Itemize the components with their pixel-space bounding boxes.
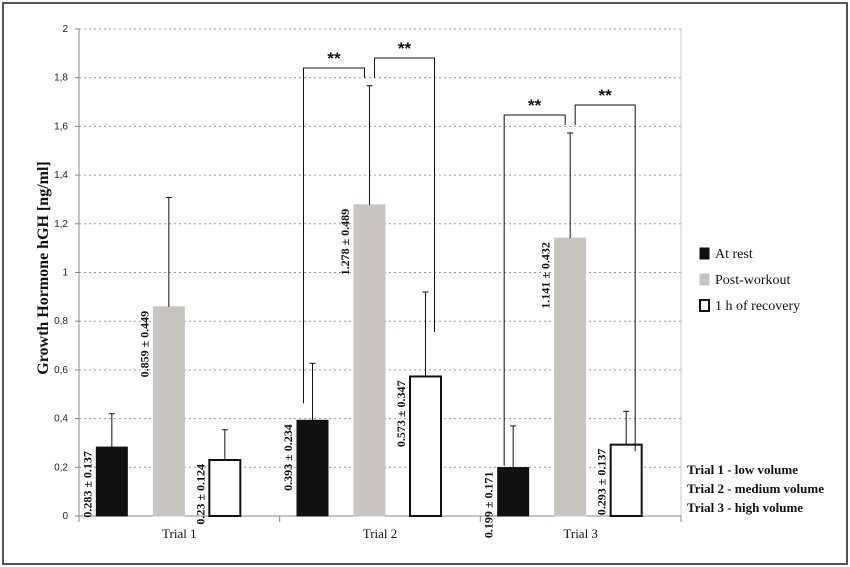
data-label: 0.199 ± 0.171 <box>482 472 496 539</box>
bar <box>152 306 185 517</box>
y-tick-label: 1,2 <box>54 219 68 230</box>
bar <box>609 443 643 518</box>
legend-swatch <box>699 247 710 260</box>
significance-label: ** <box>528 96 542 115</box>
y-tick-label: 1,8 <box>54 73 68 84</box>
bar <box>409 375 442 517</box>
bar <box>353 204 386 517</box>
y-tick-label: 0 <box>62 511 68 522</box>
bar <box>497 467 530 517</box>
trial-note: Trial 1 - low volume <box>687 462 798 477</box>
x-tick-label: Trial 3 <box>563 526 598 541</box>
significance-bracket <box>574 104 636 452</box>
bar <box>554 237 587 517</box>
significance-label: ** <box>327 49 341 68</box>
y-tick-label: 0,4 <box>54 414 68 425</box>
y-tick-label: 2 <box>62 24 68 35</box>
significance-brackets: ** ** ** ** <box>303 39 636 466</box>
legend-label: Post-workout <box>715 273 791 288</box>
y-axis-label: Growth Hormone hGH [ng/ml] <box>35 161 52 374</box>
bar <box>208 458 242 517</box>
x-tick-label: Trial 1 <box>162 526 197 541</box>
data-label: 0.573 ± 0.347 <box>394 380 408 447</box>
legend-label: 1 h of recovery <box>715 299 800 314</box>
significance-bracket <box>503 114 566 466</box>
data-label: 1.278 ± 0.489 <box>338 209 352 276</box>
error-bars <box>108 85 630 468</box>
y-tick-label: 0,8 <box>54 316 68 327</box>
significance-bracket <box>374 57 435 332</box>
y-tick-label: 0,2 <box>54 462 68 473</box>
y-tick-label: 1,6 <box>54 121 68 132</box>
data-labels: 0.283 ± 0.137 0.393 ± 0.234 0.199 ± 0.171 0… <box>80 209 608 538</box>
axes: 0 0,2 0,4 0,6 0,8 1 1,2 1,4 1,6 1,8 2 Trial 1 Trial … <box>54 24 682 541</box>
significance-bracket <box>303 67 365 404</box>
y-tick-label: 0,6 <box>54 365 68 376</box>
data-label: 0.293 ± 0.137 <box>595 449 609 516</box>
data-label: 0.23 ± 0.124 <box>193 464 207 525</box>
y-tick-label: 1 <box>62 268 68 279</box>
trial-note: Trial 2 - medium volume <box>687 481 824 496</box>
data-label: 0.859 ± 0.449 <box>137 311 151 378</box>
legend-swatch <box>699 299 710 312</box>
x-tick-label: Trial 2 <box>363 526 398 541</box>
y-tick-label: 1,4 <box>54 170 68 181</box>
bars <box>95 204 643 518</box>
data-label: 0.393 ± 0.234 <box>281 424 295 491</box>
data-label: 0.283 ± 0.137 <box>80 451 94 518</box>
trial-note: Trial 3 - high volume <box>687 500 803 515</box>
bar <box>95 446 128 517</box>
legend-swatch <box>699 273 710 286</box>
bar <box>296 419 329 517</box>
significance-label: ** <box>599 86 613 105</box>
legend: At rest Post-workout 1 h of recovery <box>699 247 800 314</box>
trial-notes: Trial 1 - low volume Trial 2 - medium vol… <box>687 462 824 515</box>
data-label: 1.141 ± 0.432 <box>539 242 553 309</box>
legend-label: At rest <box>715 247 753 262</box>
significance-label: ** <box>398 39 412 58</box>
